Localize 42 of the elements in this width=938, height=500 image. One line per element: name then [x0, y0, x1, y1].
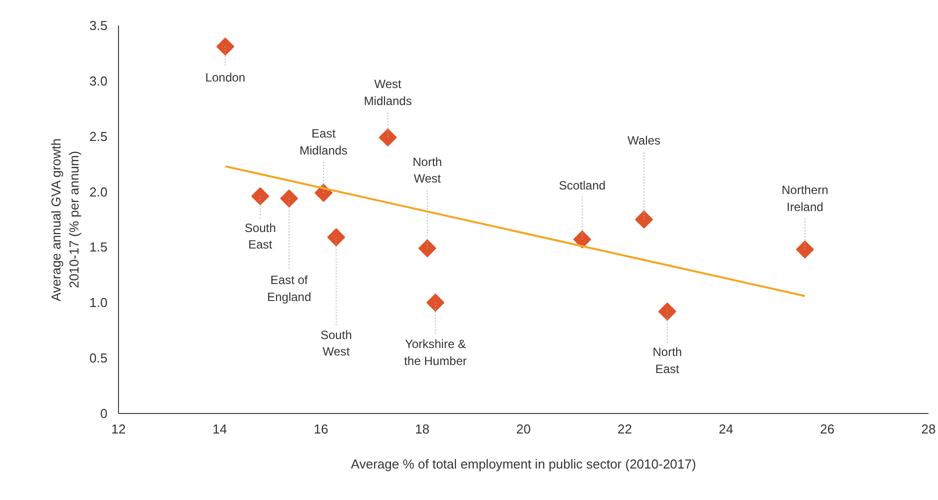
y-tick-label: 1.5 — [89, 240, 108, 255]
x-tick-label: 26 — [820, 422, 834, 436]
x-axis-title: Average % of total employment in public sector (2010-2017) — [350, 456, 696, 472]
x-tick-label: 14 — [212, 422, 227, 436]
y-tick-label: 3.0 — [89, 73, 108, 88]
point — [418, 239, 436, 258]
x-tick-label: 28 — [921, 422, 936, 436]
point — [251, 187, 270, 206]
annotation: South West — [320, 328, 352, 359]
point — [426, 294, 444, 312]
annotation: North East — [652, 345, 682, 376]
x-tick-label: 16 — [314, 422, 328, 436]
x-tick-label: 20 — [516, 422, 531, 436]
point — [635, 210, 653, 228]
y-tick-label: 2.0 — [89, 184, 108, 200]
y-axis-title: Average annual GVA growth 2010-17 (% per annum) — [48, 138, 82, 302]
x-tick-label: 12 — [111, 422, 126, 436]
y-tick-label: 2.5 — [89, 128, 108, 144]
point — [327, 228, 346, 246]
point — [573, 230, 592, 248]
annotation: Wales — [628, 134, 660, 148]
annotation: South East — [244, 220, 276, 252]
point — [216, 38, 234, 56]
annotation: East of England — [267, 273, 312, 304]
point — [658, 302, 676, 320]
annotation: Yorkshire & the Humber — [404, 337, 467, 368]
x-tick-label: 24 — [718, 422, 734, 436]
point — [280, 189, 298, 208]
annotation: Scotland — [558, 178, 606, 192]
point — [378, 128, 397, 146]
point — [796, 240, 814, 258]
annotation: North West — [412, 154, 442, 186]
annotation: East Midlands — [300, 126, 348, 158]
y-tick-label: 0.5 — [89, 350, 108, 366]
y-tick-label: 1.0 — [89, 295, 108, 310]
annotation: West Midlands — [364, 77, 412, 108]
annotation: Northern Ireland — [782, 183, 828, 214]
x-tick-label: 22 — [618, 422, 632, 436]
x-tick-label: 18 — [415, 422, 430, 436]
y-tick-label: 0 — [100, 406, 108, 421]
annotation: London — [205, 70, 246, 85]
y-tick-label: 3.5 — [89, 18, 108, 33]
